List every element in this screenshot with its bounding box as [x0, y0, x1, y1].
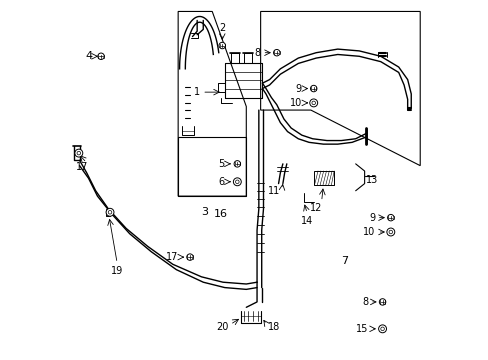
- Circle shape: [273, 49, 280, 56]
- Circle shape: [386, 228, 394, 236]
- Circle shape: [233, 178, 241, 186]
- Text: 6: 6: [218, 177, 224, 187]
- Text: 17: 17: [165, 252, 178, 262]
- Circle shape: [311, 101, 315, 105]
- Circle shape: [235, 180, 239, 184]
- Text: 16: 16: [214, 209, 227, 219]
- Circle shape: [75, 149, 82, 157]
- Circle shape: [378, 325, 386, 333]
- Text: 13: 13: [366, 175, 378, 185]
- Text: 3: 3: [201, 207, 208, 217]
- Text: 17: 17: [76, 162, 88, 172]
- Circle shape: [106, 208, 114, 216]
- Circle shape: [379, 299, 385, 305]
- Circle shape: [186, 254, 193, 260]
- Text: 8: 8: [254, 48, 260, 58]
- Text: 1: 1: [193, 87, 199, 97]
- Text: 9: 9: [368, 213, 375, 222]
- Circle shape: [380, 327, 384, 330]
- Text: 11: 11: [267, 186, 280, 196]
- Text: 9: 9: [295, 84, 301, 94]
- Text: 4: 4: [85, 51, 92, 61]
- Circle shape: [77, 151, 81, 155]
- Circle shape: [234, 161, 240, 167]
- Text: 20: 20: [216, 322, 228, 332]
- Text: 8: 8: [361, 297, 367, 307]
- Text: 2: 2: [219, 23, 225, 33]
- Text: 10: 10: [289, 98, 301, 108]
- Text: 18: 18: [267, 322, 280, 332]
- Text: 7: 7: [341, 256, 348, 266]
- Text: 19: 19: [111, 266, 123, 276]
- Circle shape: [108, 211, 112, 214]
- Text: 14: 14: [301, 216, 313, 226]
- Bar: [314, 171, 333, 185]
- Text: 10: 10: [363, 227, 375, 237]
- Circle shape: [98, 53, 104, 59]
- Circle shape: [387, 215, 393, 221]
- Circle shape: [388, 230, 392, 234]
- Text: 12: 12: [309, 203, 322, 213]
- Text: 15: 15: [355, 324, 367, 334]
- Circle shape: [309, 99, 317, 107]
- Circle shape: [219, 42, 225, 49]
- Text: 5: 5: [218, 159, 224, 169]
- Circle shape: [310, 85, 316, 92]
